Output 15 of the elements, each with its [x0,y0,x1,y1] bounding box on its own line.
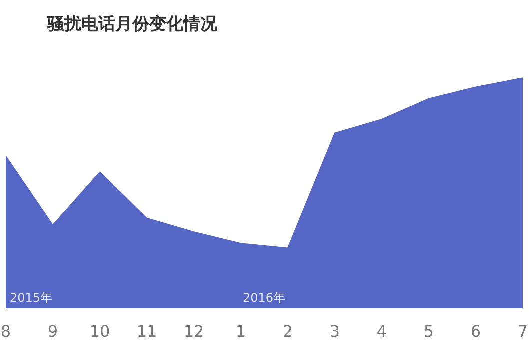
x-tick-label: 2 [282,322,294,341]
x-tick-label: 1 [236,322,246,341]
x-tick-label: 8 [0,322,12,341]
x-tick-label: 11 [136,322,158,341]
x-tick-label: 9 [48,322,58,341]
x-tick-label: 7 [518,322,528,341]
x-tick-label: 10 [90,322,110,341]
x-tick-label: 6 [470,322,482,341]
x-tick-label: 5 [424,322,434,341]
annotation: 2016年 [243,291,286,305]
x-tick-label: 3 [330,322,340,341]
annotation: 2015年 [10,291,53,305]
x-tick-label: 4 [376,322,388,341]
x-tick-label: 12 [184,322,204,341]
chart-title: 骚扰电话月份变化情况 [46,14,219,34]
